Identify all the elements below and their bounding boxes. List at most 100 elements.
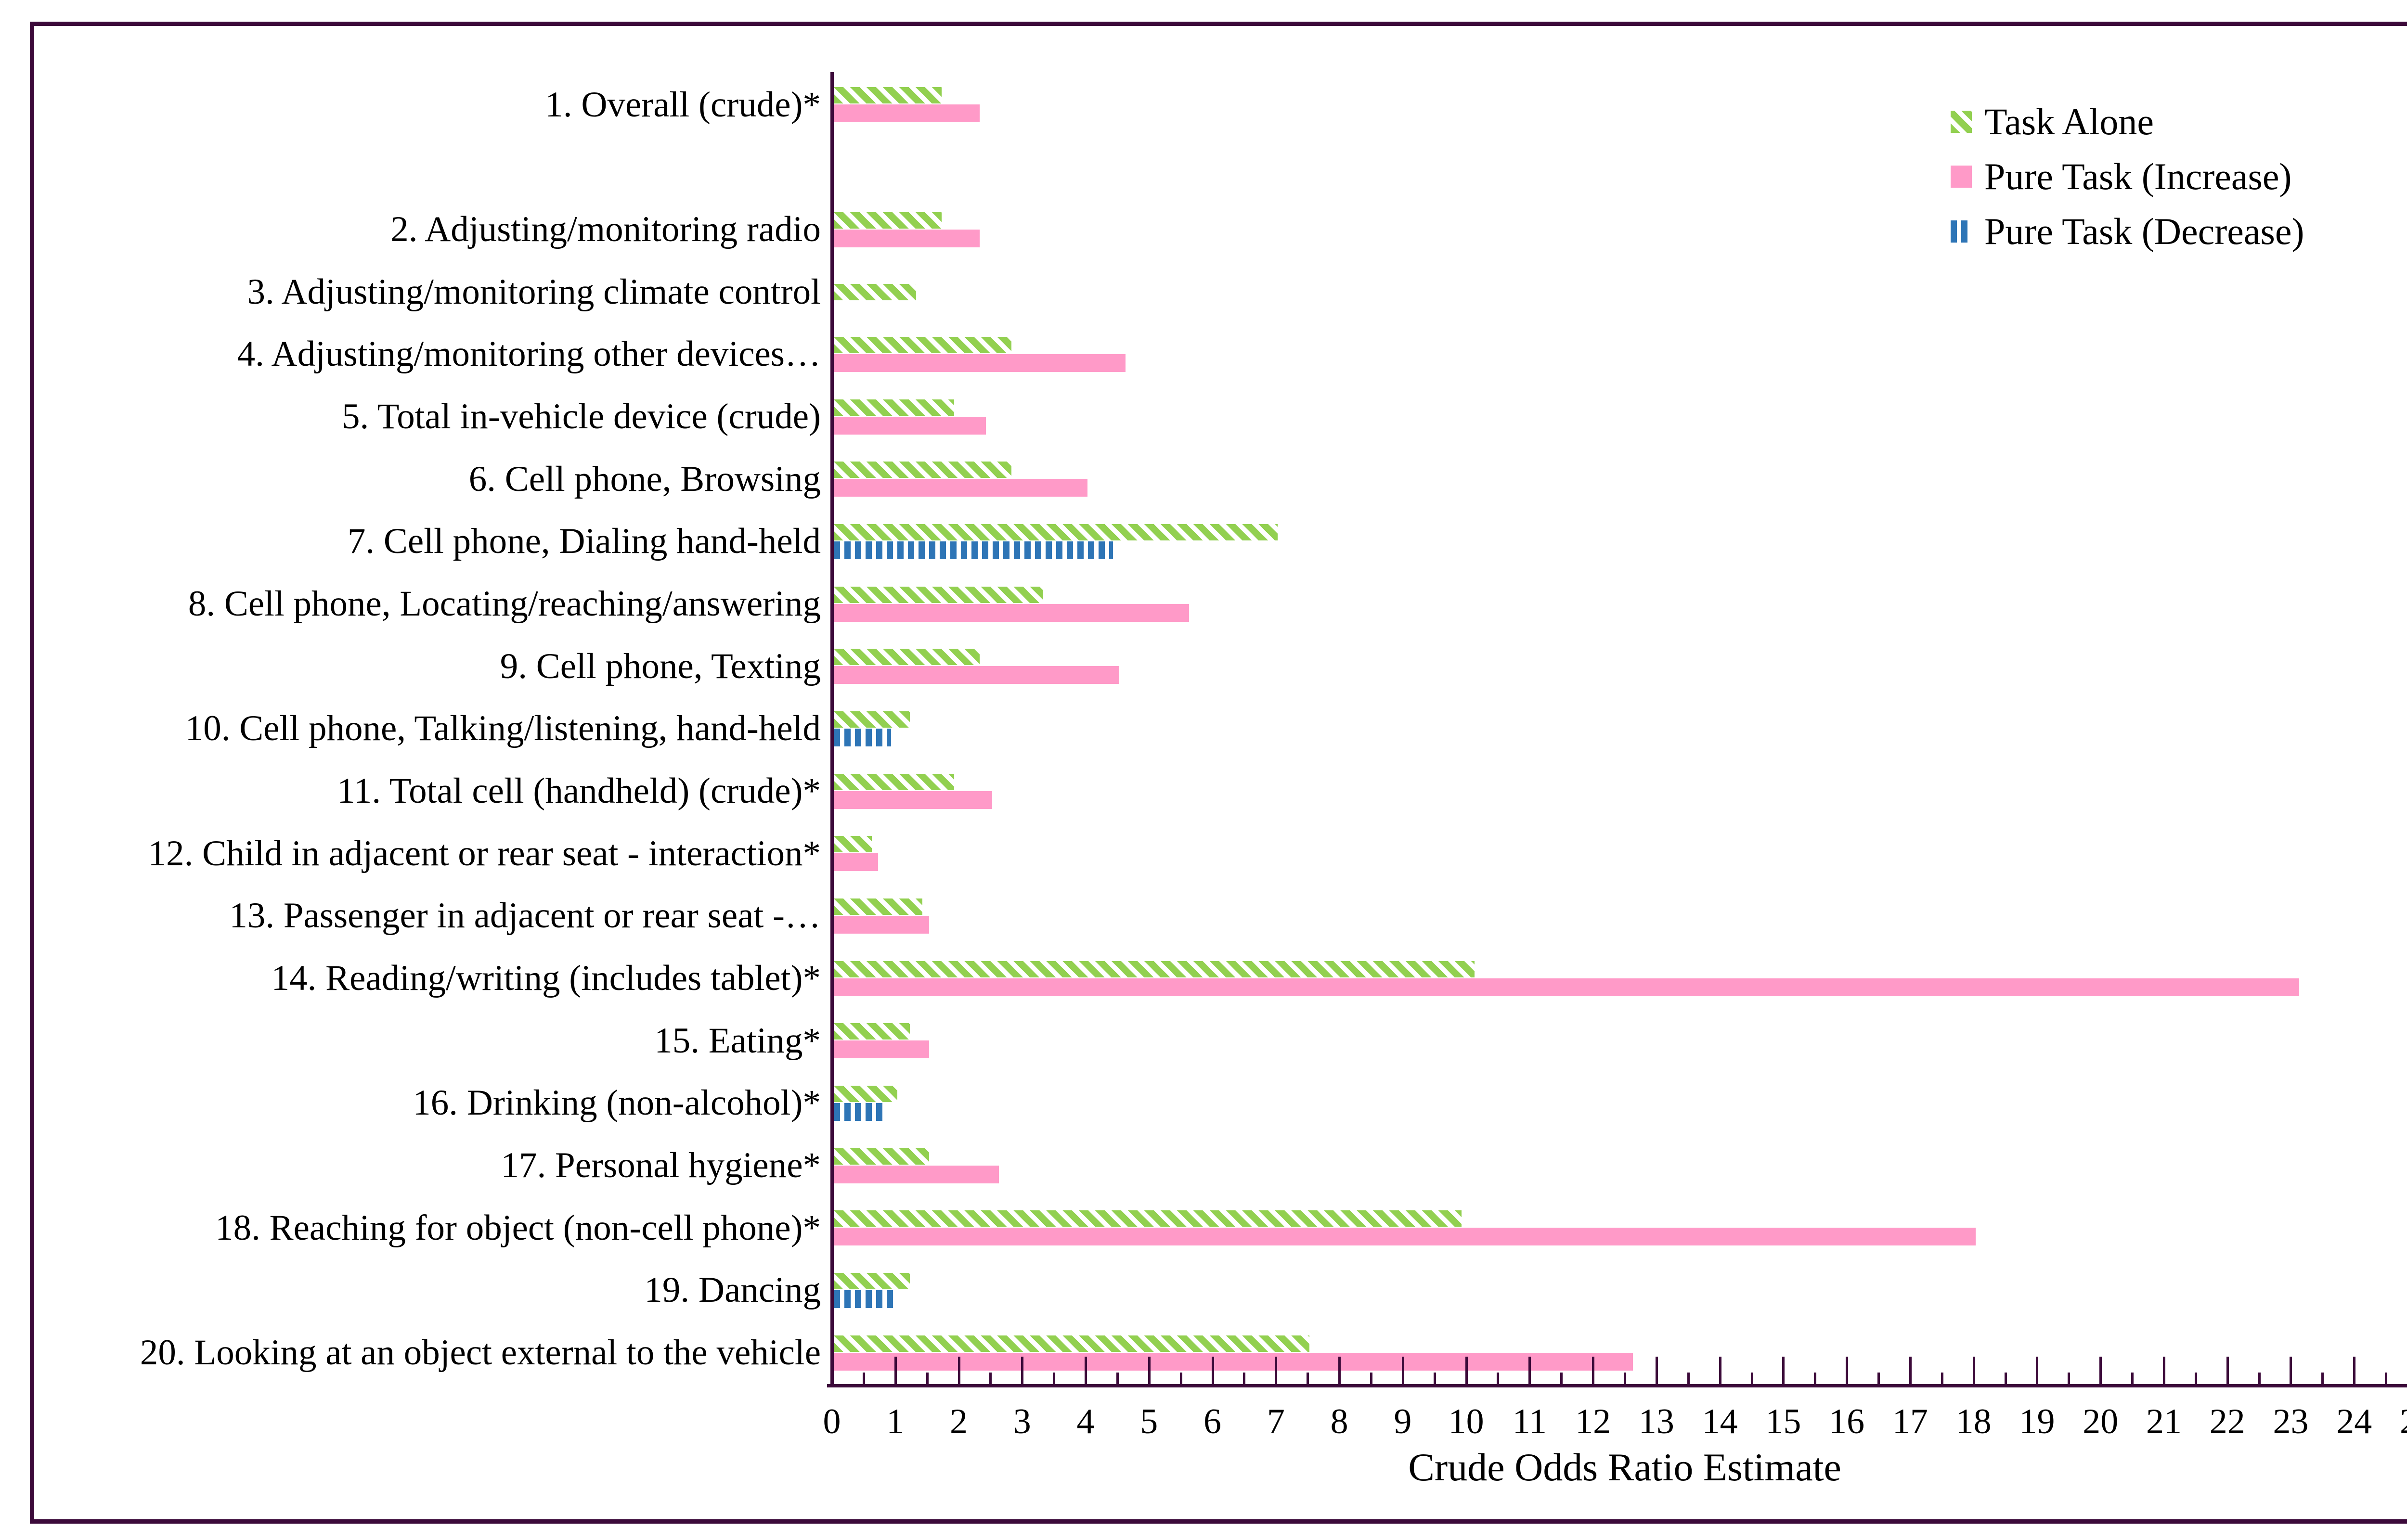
bar-task-alone: [834, 336, 1011, 353]
major-tick: [2226, 1357, 2229, 1384]
major-tick: [1528, 1357, 1531, 1384]
minor-tick: [1624, 1373, 1626, 1384]
tick-label: 2: [950, 1402, 968, 1441]
tick-label: 8: [1330, 1402, 1348, 1441]
tick-label: 1: [886, 1402, 905, 1441]
bar-pure-task-increase: [834, 229, 980, 247]
category-label: 20. Looking at an object external to the…: [140, 1333, 821, 1373]
major-tick: [1465, 1357, 1468, 1384]
category-label: 13. Passenger in adjacent or rear seat -…: [229, 896, 821, 936]
category-label: 15. Eating*: [654, 1020, 821, 1061]
category-label: 17. Personal hygiene*: [501, 1145, 821, 1186]
major-tick: [1719, 1357, 1721, 1384]
bar-pure-task-increase: [834, 603, 1189, 622]
minor-tick: [1941, 1373, 1943, 1384]
minor-tick: [1370, 1373, 1372, 1384]
bar-pure-task-increase: [834, 1228, 1976, 1246]
major-tick: [2353, 1357, 2356, 1384]
major-tick: [2036, 1357, 2039, 1384]
bar-pure-task-increase: [834, 1165, 999, 1183]
bar-task-alone: [834, 711, 910, 728]
category-bars-row: [834, 385, 2407, 448]
bar-pure-task-increase: [834, 978, 2299, 996]
plot-area: [834, 74, 2407, 1384]
bar-pure-task-increase: [834, 1352, 1633, 1371]
category-bars-row: [834, 323, 2407, 386]
bar-task-alone: [834, 524, 1278, 540]
category-label: 5. Total in-vehicle device (crude): [342, 397, 821, 437]
tick-label: 16: [1829, 1402, 1865, 1441]
tick-label: 13: [1638, 1402, 1674, 1441]
minor-tick: [1814, 1373, 1817, 1384]
tick-label: 10: [1448, 1402, 1484, 1441]
bar-pure-task-decrease: [834, 1290, 897, 1308]
category-bars-row: [834, 885, 2407, 948]
y-axis-line: [830, 72, 834, 1387]
major-tick: [1909, 1357, 1912, 1384]
tick-label: 12: [1575, 1402, 1611, 1441]
category-label: 7. Cell phone, Dialing hand-held: [347, 521, 821, 562]
bar-pure-task-increase: [834, 666, 1119, 684]
bar-pure-task-decrease: [834, 541, 1113, 559]
bar-task-alone: [834, 212, 942, 229]
minor-tick: [1243, 1373, 1246, 1384]
tick-label: 7: [1267, 1402, 1285, 1441]
major-tick: [1338, 1357, 1341, 1384]
category-bars-row: [834, 1197, 2407, 1259]
minor-tick: [2321, 1373, 2324, 1384]
bar-task-alone: [834, 1085, 897, 1102]
major-tick: [1972, 1357, 1975, 1384]
bar-task-alone: [834, 283, 917, 300]
bar-pure-task-increase: [834, 479, 1088, 497]
major-tick: [1655, 1357, 1658, 1384]
category-bars-row: [834, 573, 2407, 635]
category-bars-row: [834, 1010, 2407, 1072]
minor-tick: [1179, 1373, 1182, 1384]
minor-tick: [1053, 1373, 1056, 1384]
category-bars-row: [834, 74, 2407, 136]
tick-label: 18: [1955, 1402, 1992, 1441]
x-axis-title: Crude Odds Ratio Estimate: [1408, 1445, 1841, 1489]
major-tick: [1592, 1357, 1595, 1384]
bar-pure-task-decrease: [834, 728, 891, 746]
category-label: 6. Cell phone, Browsing: [468, 459, 821, 499]
minor-tick: [989, 1373, 992, 1384]
major-tick: [1401, 1357, 1404, 1384]
minor-tick: [1433, 1373, 1436, 1384]
bar-task-alone: [834, 898, 923, 915]
bar-pure-task-increase: [834, 915, 929, 934]
tick-label: 21: [2146, 1402, 2182, 1441]
bar-pure-task-increase: [834, 853, 879, 872]
bar-pure-task-increase: [834, 354, 1126, 372]
category-label: 4. Adjusting/monitoring other devices…: [237, 334, 821, 374]
bar-pure-task-increase: [834, 416, 986, 435]
category-bars-row: [834, 198, 2407, 261]
minor-tick: [1116, 1373, 1119, 1384]
category-label: 10. Cell phone, Talking/listening, hand-…: [185, 708, 821, 749]
tick-label: 0: [823, 1402, 841, 1441]
bar-task-alone: [834, 462, 1011, 478]
task-alone-swatch-icon: [1951, 111, 1972, 133]
bar-pure-task-decrease: [834, 1103, 885, 1121]
category-bars-row: [834, 1134, 2407, 1197]
category-bars-row: [834, 760, 2407, 822]
major-tick: [1275, 1357, 1278, 1384]
major-tick: [2290, 1357, 2292, 1384]
category-label: 12. Child in adjacent or rear seat - int…: [148, 833, 821, 873]
minor-tick: [1687, 1373, 1690, 1384]
category-label: 1. Overall (crude)*: [545, 84, 821, 125]
legend-item-task-alone: Task Alone: [1951, 94, 2304, 149]
tick-label: 23: [2273, 1402, 2309, 1441]
tick-label: 3: [1013, 1402, 1031, 1441]
minor-tick: [862, 1373, 865, 1384]
legend-item-pure-task-decrease: Pure Task (Decrease): [1951, 204, 2304, 259]
bar-task-alone: [834, 586, 1043, 603]
bar-task-alone: [834, 961, 1475, 977]
bar-task-alone: [834, 773, 955, 790]
bar-task-alone: [834, 649, 980, 666]
major-tick: [2162, 1357, 2165, 1384]
bar-task-alone: [834, 1272, 910, 1289]
bar-task-alone: [834, 1148, 929, 1165]
category-bars-row: [834, 698, 2407, 760]
major-tick: [2099, 1357, 2102, 1384]
